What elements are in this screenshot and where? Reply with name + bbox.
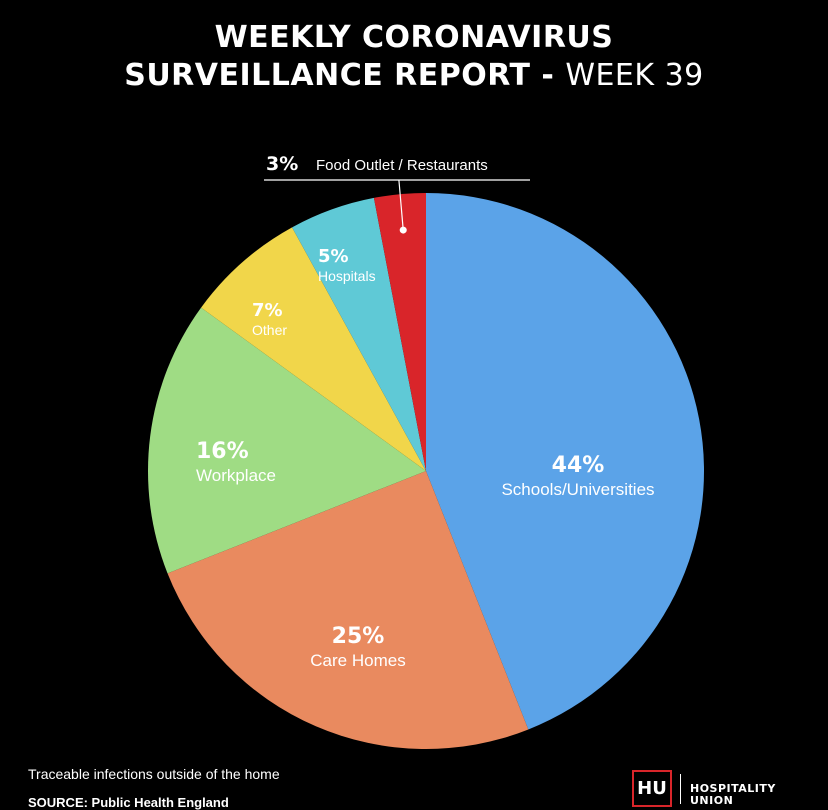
pie-slice-food-outlet-restaurants: [373, 193, 426, 471]
slice-value-label-other: 7%: [252, 300, 283, 321]
logo-word-union: UNION: [690, 794, 734, 807]
slice-value-label-schools-universities: 44%: [552, 453, 605, 478]
slice-category-label-other: Other: [252, 322, 287, 338]
chart-title-line-1: WEEKLY CORONAVIRUS: [214, 20, 614, 55]
hospitality-union-logo: HU HOSPITALITY UNION: [632, 770, 822, 807]
slice-category-label-hospitals: Hospitals: [318, 268, 376, 284]
pie-slice-care-homes: [167, 471, 529, 750]
slice-value-label-hospitals: 5%: [318, 246, 349, 267]
pie-slice-other: [201, 227, 426, 471]
chart-title-bold: SURVEILLANCE REPORT -: [124, 58, 566, 93]
chart-title-week: WEEK 39: [565, 58, 704, 93]
chart-title-line-2: SURVEILLANCE REPORT - WEEK 39: [0, 56, 828, 96]
slice-value-label-care-homes: 25%: [332, 624, 385, 649]
pie-slice-schools-universities: [426, 193, 705, 730]
slice-value-label-food-outlet-restaurants: 3%: [266, 153, 298, 175]
slice-value-label-workplace: 16%: [196, 439, 249, 464]
footer-note: Traceable infections outside of the home: [28, 766, 280, 782]
pie-slice-workplace: [147, 307, 426, 574]
slice-category-label-workplace: Workplace: [196, 466, 276, 485]
logo-word-hospitality: HOSPITALITY: [690, 782, 776, 795]
slice-category-label-care-homes: Care Homes: [310, 651, 405, 670]
slice-category-label-food-outlet-restaurants: Food Outlet / Restaurants: [316, 157, 488, 174]
logo-divider: [680, 774, 681, 804]
pie-chart: 44% Schools/Universities 25% Care Homes 16% W…: [147, 153, 705, 750]
pie-slice-hospitals: [292, 197, 426, 472]
footer-source: SOURCE: Public Health England: [28, 795, 229, 810]
callout-leader-line: [398, 179, 404, 231]
logo-mark: HU: [632, 770, 672, 807]
slice-category-label-schools-universities: Schools/Universities: [501, 480, 654, 499]
